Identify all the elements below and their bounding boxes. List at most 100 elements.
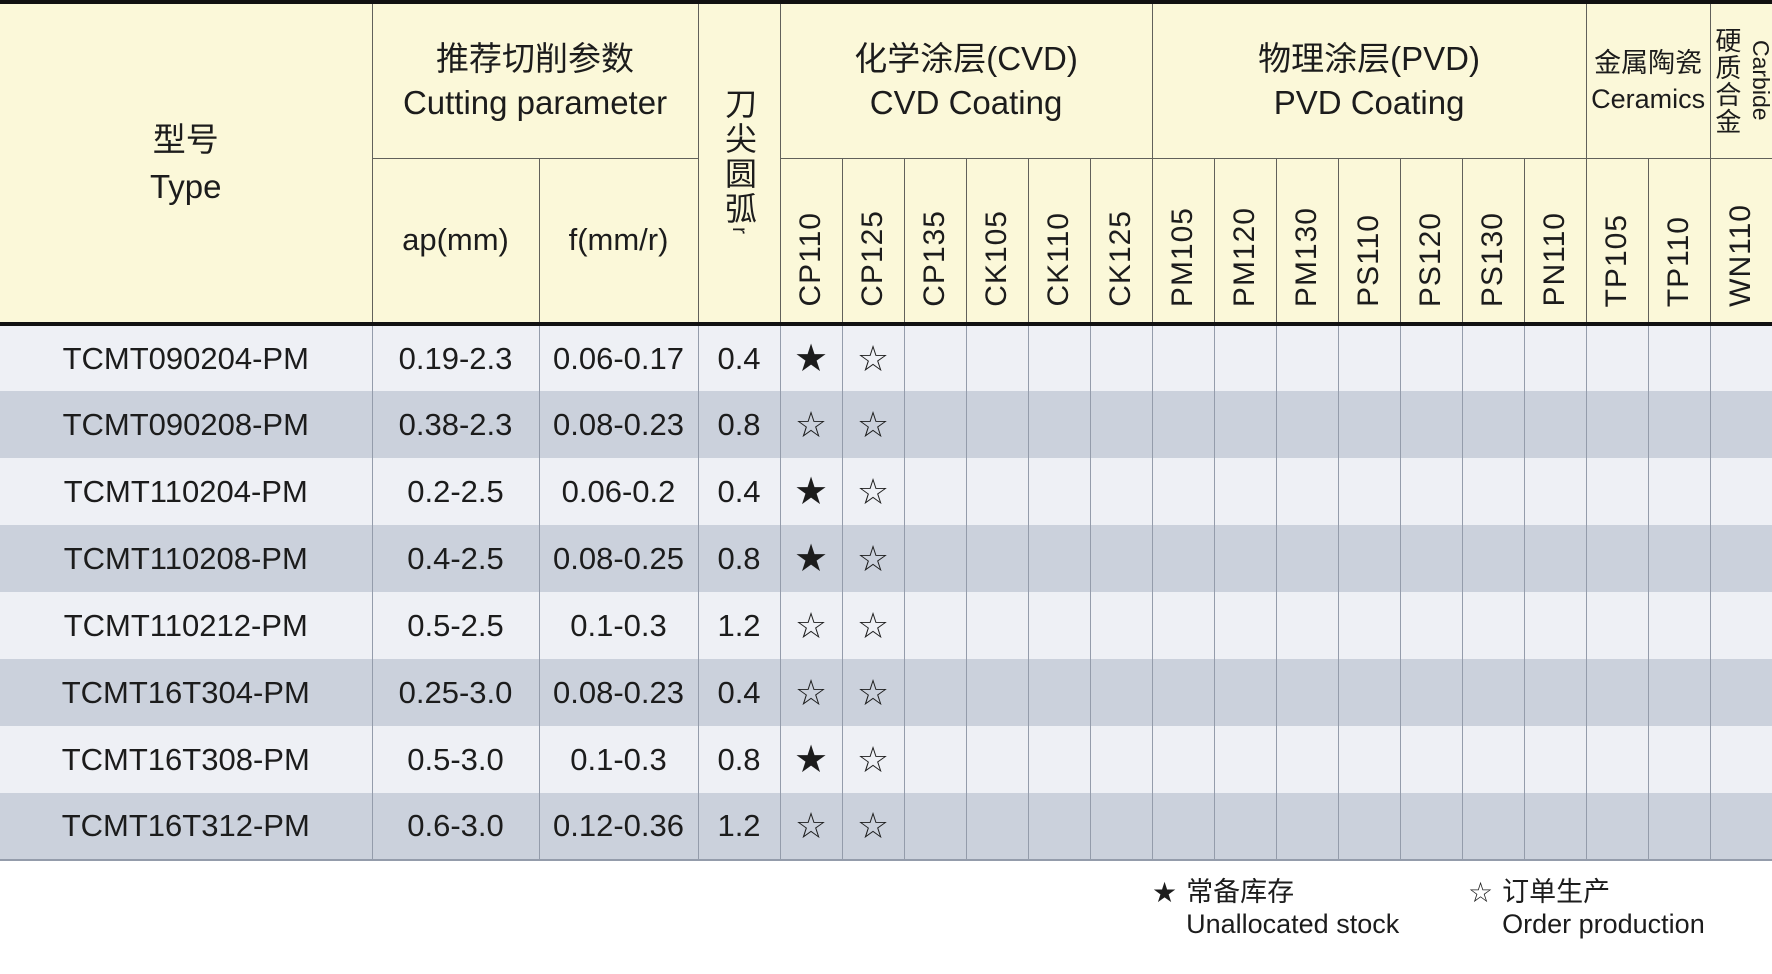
col-header-cp110: CP110: [780, 158, 843, 326]
empty-cell-ck125: [1090, 726, 1153, 793]
spec-row: TCMT16T308-PM 0.5-3.0 0.1-0.3 0.8 ★ ☆: [0, 726, 1772, 793]
col-group-carbide: 硬质合金 Carbide: [1710, 2, 1772, 159]
empty-cell-ps130: [1462, 324, 1525, 391]
empty-cell-wn110: [1710, 458, 1772, 525]
col-header-tp105: TP105: [1586, 158, 1649, 326]
type-cell: TCMT110212-PM: [0, 592, 373, 659]
empty-cell-wn110: [1710, 391, 1772, 458]
empty-cell-tp105: [1586, 458, 1649, 525]
col-header-pm120: PM120: [1214, 158, 1277, 326]
empty-cell-ps130: [1462, 458, 1525, 525]
empty-cell-pn110: [1524, 391, 1587, 458]
f-cell: 0.08-0.23: [539, 659, 699, 726]
empty-cell-tp110: [1648, 726, 1711, 793]
col-group-cutting-parameter: 推荐切削参数 Cutting parameter: [372, 2, 699, 159]
legend-order-zh: 订单生产: [1502, 877, 1611, 907]
empty-cell-ck110: [1028, 525, 1091, 592]
pvd-header-zh: 物理涂层(PVD): [1258, 39, 1480, 77]
col-group-cvd-coating: 化学涂层(CVD) CVD Coating: [780, 2, 1153, 159]
empty-cell-cp135: [904, 391, 967, 458]
empty-cell-ck110: [1028, 659, 1091, 726]
empty-cell-pn110: [1524, 525, 1587, 592]
cvd-header-zh: 化学涂层(CVD): [854, 39, 1078, 77]
empty-cell-pm130: [1276, 391, 1339, 458]
empty-cell-ck110: [1028, 793, 1091, 861]
empty-cell-ck105: [966, 458, 1029, 525]
empty-cell-ps110: [1338, 659, 1401, 726]
col-group-ceramics: 金属陶瓷 Ceramics: [1586, 2, 1711, 159]
nose-radius-cell: 0.8: [698, 726, 781, 793]
f-cell: 0.06-0.2: [539, 458, 699, 525]
type-cell: TCMT16T308-PM: [0, 726, 373, 793]
empty-cell-ps120: [1400, 525, 1463, 592]
stock-mark-cp110: ☆: [780, 659, 843, 726]
legend-item-order: ☆ 订单生产 Order production: [1468, 876, 1705, 940]
col-header-cp125: CP125: [842, 158, 905, 326]
spec-row: TCMT16T304-PM 0.25-3.0 0.08-0.23 0.4 ☆ ☆: [0, 659, 1772, 726]
legend-item-stock: ★ 常备库存 Unallocated stock: [1152, 876, 1399, 940]
spec-row: TCMT110204-PM 0.2-2.5 0.06-0.2 0.4 ★ ☆: [0, 458, 1772, 525]
spec-row: TCMT090204-PM 0.19-2.3 0.06-0.17 0.4 ★ ☆: [0, 324, 1772, 391]
pvd-header-en: PVD Coating: [1273, 83, 1465, 121]
stock-mark-cp125: ☆: [842, 659, 905, 726]
col-header-f: f(mm/r): [539, 158, 699, 326]
empty-cell-ps110: [1338, 592, 1401, 659]
empty-cell-pn110: [1524, 726, 1587, 793]
col-header-ps110: PS110: [1338, 158, 1401, 326]
empty-cell-ck105: [966, 592, 1029, 659]
nose-radius-cell: 0.4: [698, 324, 781, 391]
empty-cell-tp110: [1648, 324, 1711, 391]
empty-cell-ck110: [1028, 592, 1091, 659]
type-cell: TCMT16T304-PM: [0, 659, 373, 726]
stock-mark-cp125: ☆: [842, 525, 905, 592]
stock-mark-cp110: ☆: [780, 793, 843, 861]
empty-cell-ck125: [1090, 525, 1153, 592]
empty-cell-ck105: [966, 525, 1029, 592]
nose-radius-cell: 0.8: [698, 391, 781, 458]
empty-cell-wn110: [1710, 793, 1772, 861]
ceramics-header-en: Ceramics: [1591, 83, 1706, 114]
empty-cell-ck110: [1028, 458, 1091, 525]
empty-cell-cp135: [904, 659, 967, 726]
empty-cell-pm120: [1214, 458, 1277, 525]
nose-radius-vertical-label: 刀尖圆弧r: [721, 87, 758, 234]
empty-cell-cp135: [904, 324, 967, 391]
empty-cell-pm120: [1214, 592, 1277, 659]
spec-row: TCMT110208-PM 0.4-2.5 0.08-0.25 0.8 ★ ☆: [0, 525, 1772, 592]
type-cell: TCMT16T312-PM: [0, 793, 373, 861]
empty-cell-tp110: [1648, 592, 1711, 659]
nose-radius-cell: 0.8: [698, 525, 781, 592]
legend-text: 常备库存 Unallocated stock: [1186, 876, 1399, 940]
type-cell: TCMT110208-PM: [0, 525, 373, 592]
empty-cell-ps110: [1338, 793, 1401, 861]
empty-cell-ck125: [1090, 458, 1153, 525]
ap-cell: 0.6-3.0: [372, 793, 540, 861]
type-header-zh: 型号: [152, 121, 219, 158]
empty-cell-cp135: [904, 458, 967, 525]
empty-cell-wn110: [1710, 525, 1772, 592]
col-header-ck125: CK125: [1090, 158, 1153, 326]
col-header-ck105: CK105: [966, 158, 1029, 326]
legend-order-en: Order production: [1502, 909, 1705, 939]
col-header-pm130: PM130: [1276, 158, 1339, 326]
nose-radius-cell: 0.4: [698, 659, 781, 726]
empty-cell-ps120: [1400, 659, 1463, 726]
empty-cell-tp110: [1648, 793, 1711, 861]
empty-cell-pm130: [1276, 793, 1339, 861]
empty-cell-wn110: [1710, 726, 1772, 793]
col-header-nose-radius: 刀尖圆弧r: [698, 2, 781, 326]
empty-cell-pn110: [1524, 458, 1587, 525]
empty-cell-pm120: [1214, 793, 1277, 861]
empty-cell-pm105: [1152, 391, 1215, 458]
empty-cell-ck125: [1090, 793, 1153, 861]
empty-cell-ps110: [1338, 391, 1401, 458]
empty-cell-ps110: [1338, 324, 1401, 391]
spec-row: TCMT16T312-PM 0.6-3.0 0.12-0.36 1.2 ☆ ☆: [0, 793, 1772, 861]
empty-cell-pm105: [1152, 793, 1215, 861]
f-cell: 0.08-0.23: [539, 391, 699, 458]
spec-row: TCMT090208-PM 0.38-2.3 0.08-0.23 0.8 ☆ ☆: [0, 391, 1772, 458]
empty-cell-cp135: [904, 793, 967, 861]
empty-cell-pm130: [1276, 458, 1339, 525]
type-header-en: Type: [149, 168, 222, 205]
